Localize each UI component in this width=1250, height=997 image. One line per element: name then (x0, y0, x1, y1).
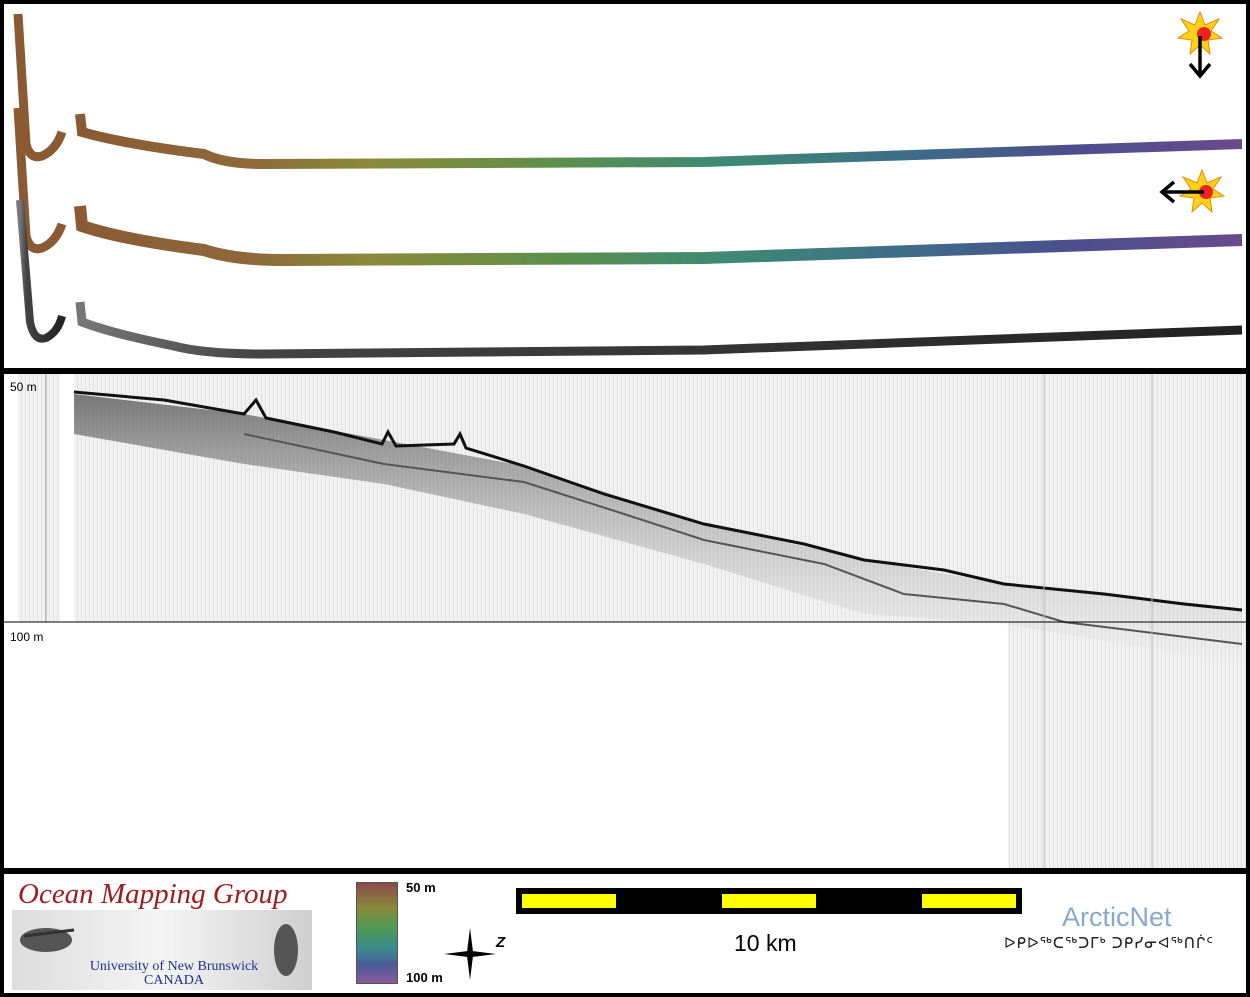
scale-bar-segment (522, 894, 616, 908)
sun-illumination-left-icon (1159, 168, 1226, 214)
sun-illumination-down-icon (1176, 10, 1224, 79)
north-arrow-icon (444, 928, 496, 980)
footer-panel: Ocean Mapping Group University of New Br… (4, 874, 1246, 993)
arcticnet-logo: ArcticNet (1062, 902, 1172, 932)
colorbar-bottom-label: 100 m (406, 970, 443, 985)
depth-colorbar (356, 882, 398, 984)
echogram-profile (4, 374, 1246, 868)
omg-logo: Ocean Mapping Group University of New Br… (4, 874, 314, 993)
arcticnet-syllabics: ᐅᑭᐅᖅᑕᖅᑐᒥᒃ ᑐᑭᓯᓂᐊᖅᑎᒌᑦ (1004, 935, 1214, 952)
omg-logo-background (12, 910, 312, 990)
scale-label: 10 km (734, 930, 797, 956)
swath-strips (13, 10, 1243, 359)
university-name: University of New Brunswick (89, 959, 259, 974)
depth-label-100m: 100 m (10, 630, 44, 644)
swath-panel (4, 4, 1246, 368)
swath-strip-sun-right (13, 107, 1243, 267)
swath-strip-backscatter (16, 199, 1243, 359)
scale-bar-segment (922, 894, 1016, 908)
colorbar-top-label: 50 m (406, 880, 436, 895)
scale-bar (516, 888, 1022, 914)
swath-strip-sun-top (13, 13, 1243, 170)
omg-title: Ocean Mapping Group (18, 878, 288, 910)
unb-text: University of New Brunswick CANADA (64, 960, 284, 988)
country-name: CANADA (144, 973, 204, 988)
scale-bar-segment (722, 894, 816, 908)
depth-label-50m: 50 m (10, 380, 37, 394)
echogram-panel: 50 m 100 m (4, 374, 1246, 868)
north-label: Z (496, 934, 506, 951)
